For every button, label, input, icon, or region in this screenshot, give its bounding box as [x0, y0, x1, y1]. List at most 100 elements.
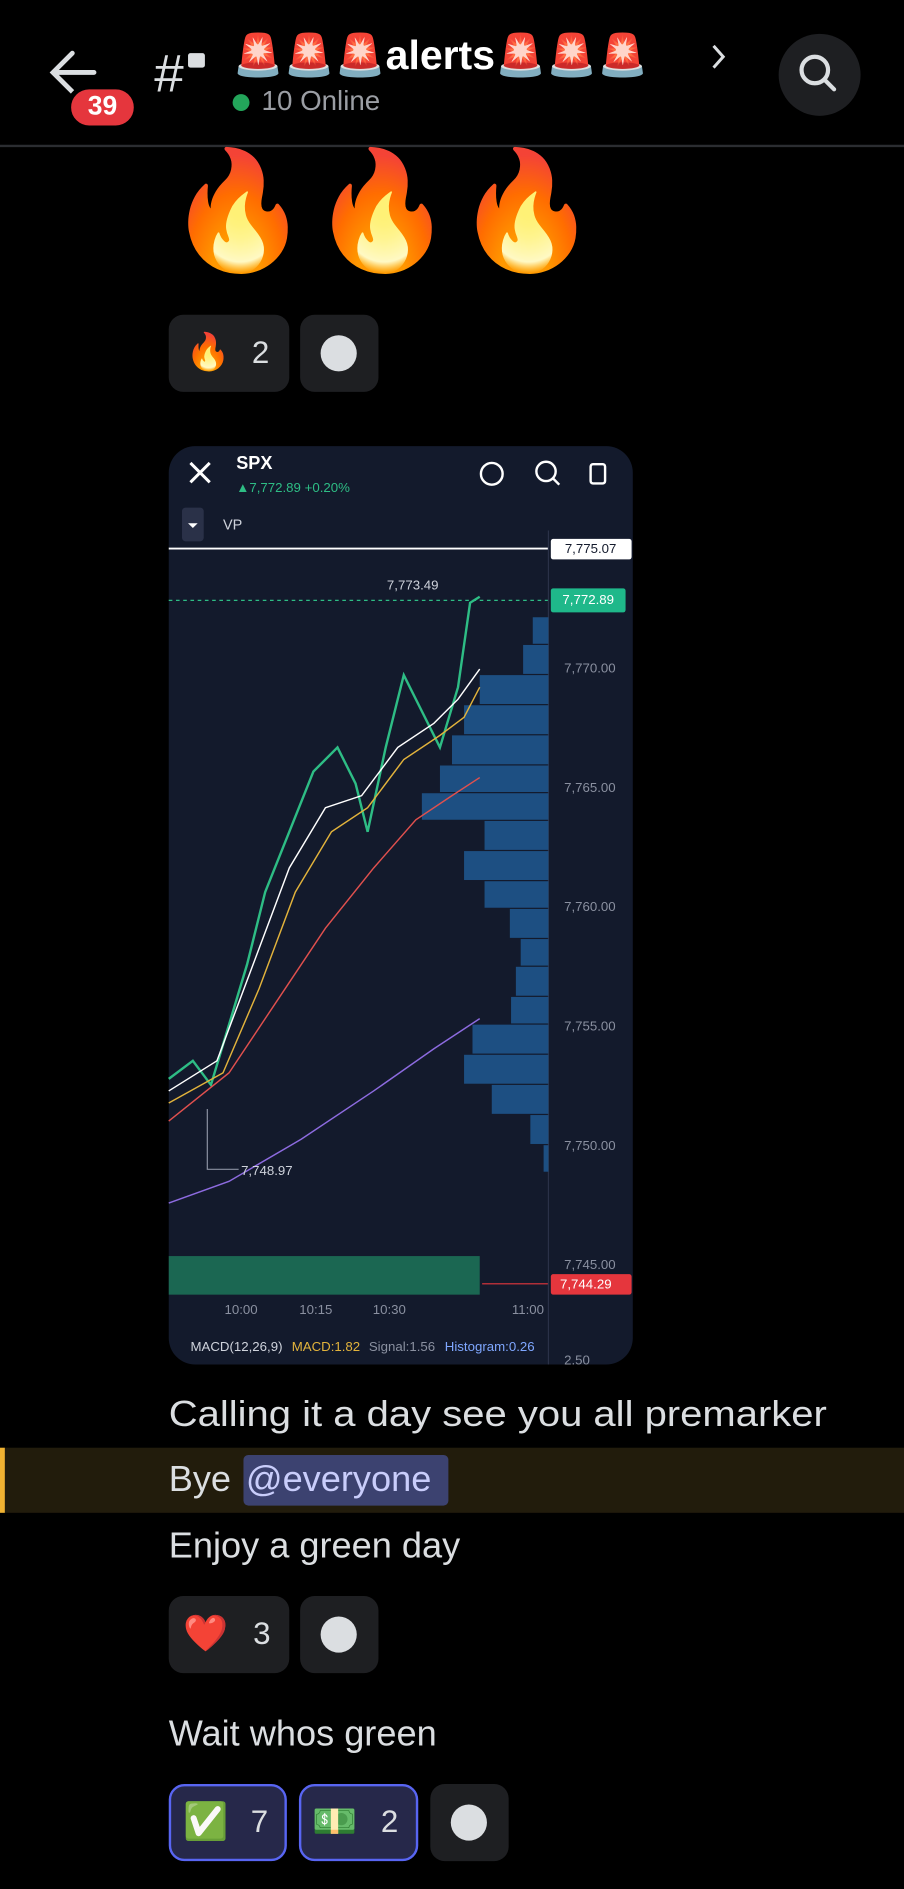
- emoji-message: 🔥🔥🔥: [166, 145, 598, 276]
- price-label: 7,765.00: [564, 780, 616, 795]
- mention: @everyone: [246, 1458, 431, 1499]
- smiley: [450, 1804, 487, 1841]
- channel-icon: #: [154, 44, 184, 103]
- profile-bar: [509, 908, 549, 938]
- price-label: 7,775.07: [565, 541, 617, 556]
- profile-bar: [511, 996, 549, 1024]
- price-box: [550, 1274, 632, 1295]
- price-box: [550, 538, 632, 560]
- message-text: Calling it a day see you all premarker: [169, 1393, 827, 1434]
- reaction-pill: [168, 1784, 287, 1862]
- reaction[interactable]: 🔥 2: [168, 314, 290, 392]
- time-label: 10:15: [299, 1302, 332, 1317]
- mention-highlight: [0, 1447, 904, 1513]
- channel-name[interactable]: 🚨🚨🚨alerts🚨🚨🚨: [233, 31, 648, 78]
- reaction-count: 3: [253, 1616, 270, 1651]
- histogram-value: Histogram:0.26: [445, 1339, 535, 1354]
- reaction-count: 7: [251, 1804, 268, 1839]
- reaction-pill: [168, 1595, 290, 1674]
- signal-value: Signal:1.56: [369, 1339, 435, 1354]
- message-text: Wait whos green: [169, 1712, 437, 1753]
- reaction-count: 2: [252, 335, 269, 370]
- indicator: VP: [223, 517, 242, 533]
- image-attachment[interactable]: SPX ▲7,772.89 +0.20% VP: [168, 446, 633, 1367]
- profile-bar: [464, 851, 549, 881]
- volume-bars: [168, 1256, 480, 1295]
- reaction-count: 2: [381, 1804, 398, 1839]
- quote: ▲7,772.89 +0.20%: [236, 480, 350, 495]
- back-arrow: [49, 50, 97, 95]
- mention-pill[interactable]: [243, 1454, 449, 1506]
- macd-value: MACD:1.82: [292, 1339, 360, 1354]
- profile-bar: [479, 675, 549, 705]
- message-text: Bye: [169, 1458, 231, 1499]
- low-label: 7,748.97: [241, 1163, 293, 1178]
- close-icon: [189, 461, 211, 484]
- price-label: 7,755.00: [564, 1019, 616, 1034]
- online-count: 10 Online: [262, 85, 381, 116]
- price-label: 7,745.00: [564, 1257, 616, 1272]
- dropdown-arrow: [188, 523, 198, 529]
- profile-bar: [464, 1054, 549, 1084]
- reaction[interactable]: ✅ 7: [168, 1784, 287, 1862]
- macd-label: MACD(12,26,9): [190, 1339, 282, 1354]
- profile-bar: [543, 1145, 549, 1172]
- profile-bar: [532, 617, 549, 644]
- ma-long: [168, 1018, 481, 1204]
- badge-count: 39: [88, 90, 117, 120]
- search-icon: [799, 54, 831, 86]
- low-pointer: [206, 1109, 239, 1170]
- reaction-pill: [298, 1784, 419, 1862]
- share-icon: [479, 461, 504, 486]
- symbol: SPX: [236, 453, 272, 473]
- search-handle: [822, 77, 837, 92]
- mention-bar: [0, 1447, 5, 1513]
- back-button[interactable]: 39: [49, 50, 139, 131]
- time-label: 10:00: [224, 1302, 257, 1317]
- lock-icon: [188, 53, 205, 68]
- reaction-emoji: ❤️: [183, 1612, 229, 1653]
- price-label: 7,770.00: [564, 661, 616, 676]
- zoom-handle: [552, 477, 561, 486]
- profile-bar: [472, 1024, 549, 1054]
- reaction-emoji: 💵: [312, 1800, 357, 1841]
- add-reaction[interactable]: [430, 1784, 509, 1862]
- search-button[interactable]: [778, 33, 861, 116]
- rotate-icon: [589, 462, 607, 485]
- reaction-pill: [168, 314, 290, 392]
- reaction-emoji: ✅: [183, 1800, 228, 1841]
- price-label: 7,772.89: [562, 592, 614, 607]
- online-dot: [232, 94, 250, 112]
- time-label: 11:00: [512, 1302, 544, 1317]
- chevron: [712, 44, 726, 69]
- profile-bar: [523, 644, 549, 674]
- ma-mid: [168, 686, 481, 1104]
- time-label: 10:30: [373, 1302, 406, 1317]
- zoom-icon: [535, 460, 557, 483]
- add-reaction[interactable]: [300, 314, 379, 392]
- profile-bar: [421, 793, 549, 820]
- add-reaction[interactable]: [300, 1595, 379, 1674]
- price-label: 7,750.00: [564, 1138, 616, 1153]
- smiley: [320, 335, 357, 372]
- profile-bar: [484, 820, 549, 850]
- profile-bar: [484, 881, 549, 908]
- search-bg: [778, 33, 861, 116]
- macd-axis: 2.50: [564, 1352, 590, 1367]
- profile-bar: [439, 765, 549, 793]
- profile-bar: [464, 705, 549, 735]
- high-label: 7,773.49: [387, 577, 439, 592]
- price-label: 7,760.00: [564, 899, 616, 914]
- reaction[interactable]: ❤️ 3: [168, 1595, 290, 1674]
- profile-bar: [530, 1115, 549, 1144]
- profile-bar: [515, 966, 549, 996]
- ma-slow: [168, 776, 481, 1122]
- smiley: [320, 1616, 357, 1653]
- unread-badge: [66, 84, 139, 131]
- reaction[interactable]: 💵 2: [298, 1784, 419, 1862]
- price-box: [550, 588, 626, 613]
- volume-profile: [421, 617, 549, 1172]
- price-label: 7,744.29: [560, 1277, 612, 1292]
- message-text: Enjoy a green day: [169, 1524, 460, 1565]
